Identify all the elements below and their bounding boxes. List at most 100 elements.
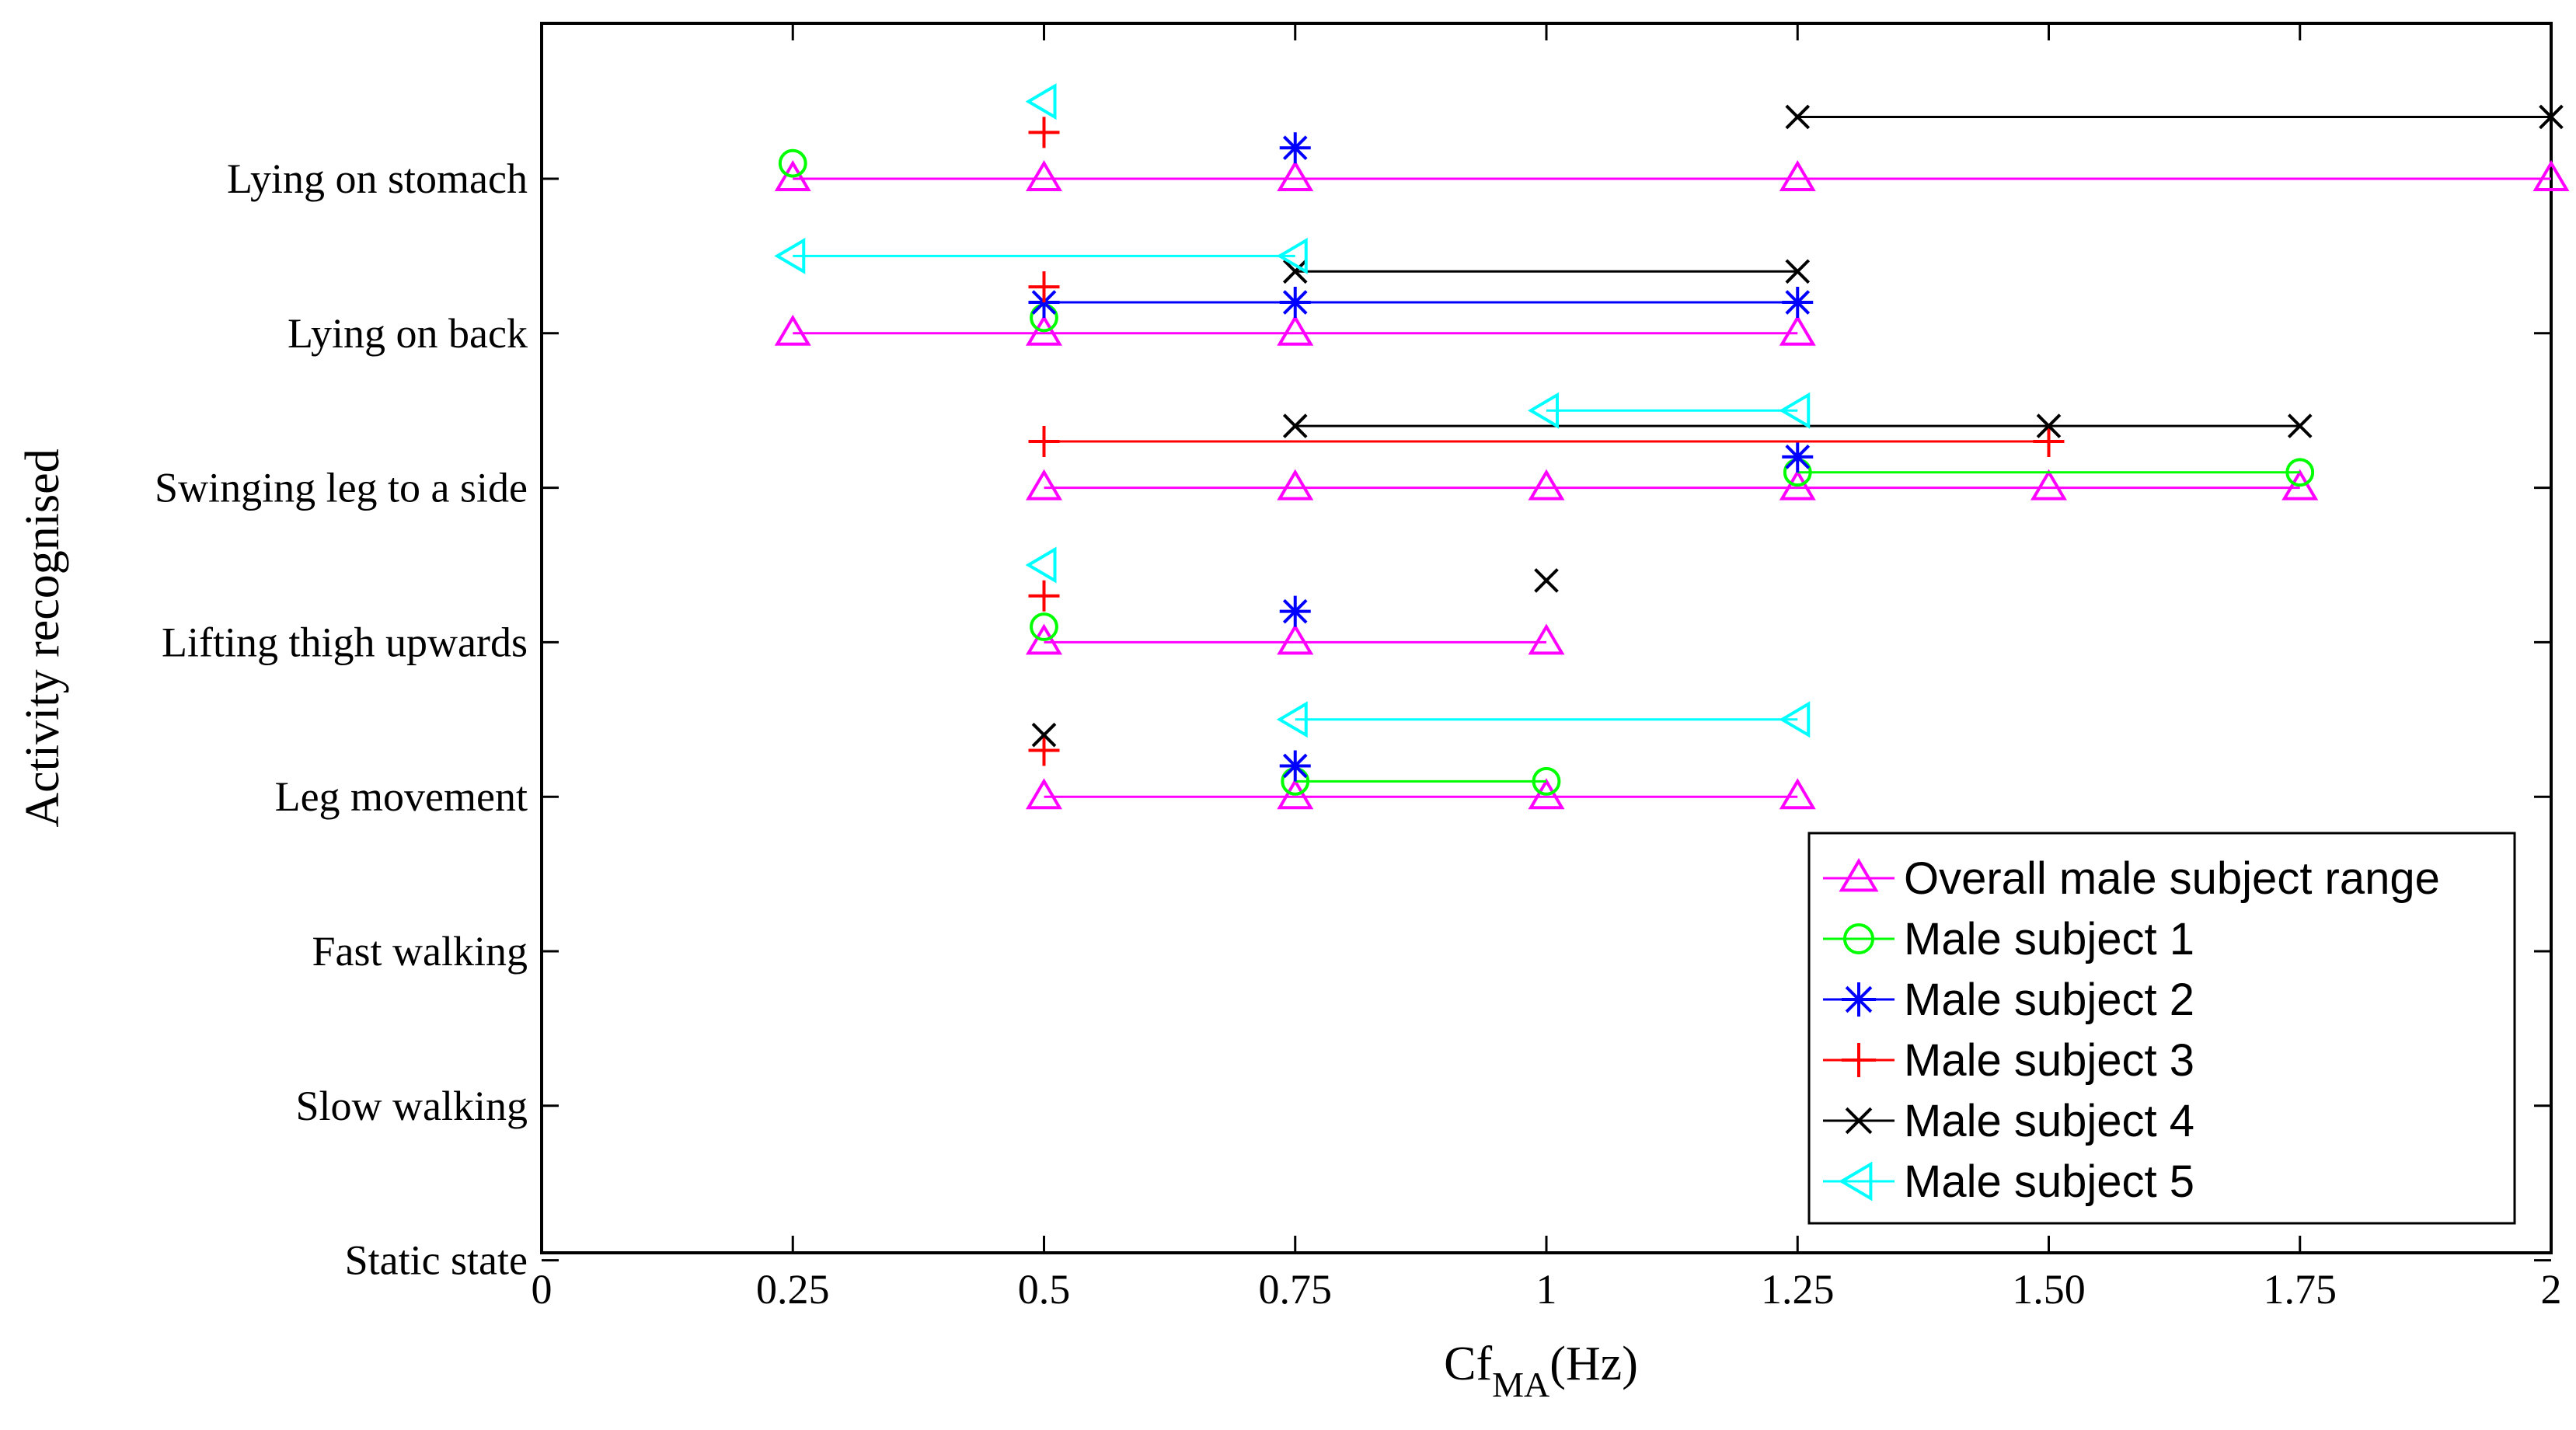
point-male-subject-2-lying-on-back [1782, 287, 1814, 319]
point-overall-male-subject-range-swinging-leg-to-a-side [1779, 469, 1816, 500]
y-tick-label-slow-walking: Slow walking [295, 1083, 528, 1129]
x-tick-label: 2 [2541, 1266, 2562, 1313]
point-overall-male-subject-range-leg-movement [1528, 778, 1565, 810]
y-tick-label-static-state: Static state [345, 1237, 528, 1284]
y-tick-label-lying-on-back: Lying on back [288, 310, 528, 357]
y-tick-label-lying-on-stomach: Lying on stomach [227, 155, 528, 202]
point-male-subject-4-lying-on-back [1282, 259, 1308, 284]
y-tick-label-fast-walking: Fast walking [312, 928, 528, 975]
point-male-subject-1-lifting-thigh-upwards [1030, 612, 1058, 641]
point-male-subject-4-swinging-leg-to-a-side [1282, 413, 1308, 438]
point-male-subject-4-lying-on-stomach [2539, 104, 2564, 130]
point-male-subject-1-swinging-leg-to-a-side [2285, 458, 2315, 487]
legend-marker-male-subject-3 [1842, 1043, 1876, 1077]
x-axis-label-unit: (Hz) [1549, 1338, 1638, 1390]
axis-ticks [540, 23, 2553, 1262]
point-male-subject-5-lying-on-back [774, 237, 806, 274]
x-axis-label: CfMA(Hz) [1444, 1338, 1638, 1404]
x-axis-label-sub: MA [1492, 1365, 1549, 1404]
point-overall-male-subject-range-lying-on-stomach [774, 160, 811, 191]
point-overall-male-subject-range-swinging-leg-to-a-side [2030, 469, 2067, 500]
legend-label: Male subject 2 [1904, 975, 2194, 1025]
point-male-subject-5-leg-movement [1276, 701, 1308, 738]
point-overall-male-subject-range-swinging-leg-to-a-side [1277, 469, 1314, 500]
legend-label: Male subject 4 [1904, 1096, 2194, 1146]
legend-entry-male-subject-2: Male subject 2 [1823, 975, 2194, 1025]
x-tick-label: 1.25 [1761, 1266, 1835, 1313]
point-male-subject-1-leg-movement [1532, 766, 1561, 796]
point-overall-male-subject-range-leg-movement [1026, 778, 1062, 810]
point-overall-male-subject-range-swinging-leg-to-a-side [1528, 469, 1565, 500]
legend-marker-male-subject-2 [1842, 982, 1876, 1017]
point-male-subject-2-swinging-leg-to-a-side [1782, 441, 1814, 473]
point-male-subject-1-lying-on-stomach [778, 148, 807, 178]
series-male-subject-5 [774, 83, 1811, 738]
point-male-subject-2-lifting-thigh-upwards [1279, 595, 1311, 627]
point-male-subject-5-lying-on-back [1276, 237, 1308, 274]
legend-label: Overall male subject range [1904, 853, 2440, 904]
point-overall-male-subject-range-lying-on-back [774, 314, 811, 346]
point-male-subject-4-leg-movement [1031, 722, 1057, 748]
legend-marker-male-subject-5 [1839, 1161, 1873, 1202]
series-layer [774, 83, 2570, 810]
y-tick-label-leg-movement: Leg movement [275, 773, 528, 820]
legend-marker-male-subject-4 [1845, 1107, 1873, 1135]
point-overall-male-subject-range-lying-on-back [1779, 314, 1816, 346]
point-male-subject-3-swinging-leg-to-a-side [2033, 425, 2065, 457]
legend-label: Male subject 1 [1904, 914, 2194, 964]
point-male-subject-5-lying-on-stomach [1025, 83, 1057, 120]
point-male-subject-2-lying-on-stomach [1279, 132, 1311, 164]
x-tick-label: 0.5 [1018, 1266, 1071, 1313]
legend-entry-male-subject-5: Male subject 5 [1823, 1156, 2194, 1207]
legend-marker-overall-male-subject-range [1839, 858, 1879, 892]
series-male-subject-3 [1028, 117, 2065, 766]
series-male-subject-4 [1031, 104, 2564, 748]
y-axis-label: Activity recognised [16, 448, 69, 827]
x-tick-label: 1 [1536, 1266, 1557, 1313]
point-overall-male-subject-range-lying-on-stomach [1026, 160, 1062, 191]
x-tick-label: 0.75 [1259, 1266, 1333, 1313]
y-tick-label-lifting-thigh-upwards: Lifting thigh upwards [162, 619, 528, 665]
legend: Overall male subject range Male subject 1… [1807, 832, 2516, 1225]
point-male-subject-3-leg-movement [1028, 734, 1060, 766]
y-tick-label-swinging-leg-to-a-side: Swinging leg to a side [155, 465, 528, 511]
x-tick-label: 1.75 [2264, 1266, 2337, 1313]
legend-entry-male-subject-1: Male subject 1 [1823, 914, 2194, 964]
point-male-subject-2-lying-on-back [1279, 287, 1311, 319]
x-tick-label: 0 [532, 1266, 552, 1313]
point-male-subject-5-swinging-leg-to-a-side [1528, 392, 1559, 429]
series-overall-male-subject-range [774, 160, 2570, 810]
point-overall-male-subject-range-lying-on-back [1026, 314, 1062, 346]
legend-marker-male-subject-1 [1842, 923, 1875, 955]
point-overall-male-subject-range-lifting-thigh-upwards [1277, 623, 1314, 655]
legend-entry-overall-male-subject-range: Overall male subject range [1823, 853, 2440, 904]
point-overall-male-subject-range-lying-on-stomach [1277, 160, 1314, 191]
point-male-subject-4-lifting-thigh-upwards [1534, 568, 1559, 593]
point-overall-male-subject-range-swinging-leg-to-a-side [1026, 469, 1062, 500]
point-overall-male-subject-range-leg-movement [1779, 778, 1816, 810]
point-overall-male-subject-range-lifting-thigh-upwards [1026, 623, 1062, 655]
x-tick-labels: 0 0.25 0.5 0.75 1 1.25 1.50 1.75 2 [532, 1266, 2562, 1313]
point-male-subject-3-lying-on-stomach [1028, 117, 1060, 148]
point-male-subject-3-lifting-thigh-upwards [1028, 580, 1060, 612]
legend-label: Male subject 5 [1904, 1156, 2194, 1207]
point-male-subject-4-swinging-leg-to-a-side [2036, 413, 2062, 438]
point-male-subject-4-lying-on-back [1785, 259, 1811, 284]
legend-label: Male subject 3 [1904, 1035, 2194, 1086]
legend-entry-male-subject-3: Male subject 3 [1823, 1035, 2194, 1086]
point-male-subject-5-swinging-leg-to-a-side [1779, 392, 1811, 429]
x-tick-label: 0.25 [756, 1266, 830, 1313]
point-overall-male-subject-range-lying-on-stomach [1779, 160, 1816, 191]
point-overall-male-subject-range-lying-on-back [1277, 314, 1314, 346]
point-male-subject-5-leg-movement [1779, 701, 1811, 738]
point-male-subject-4-swinging-leg-to-a-side [2287, 413, 2313, 438]
point-overall-male-subject-range-lying-on-stomach [2532, 160, 2570, 191]
point-overall-male-subject-range-leg-movement [1277, 778, 1314, 810]
point-male-subject-5-lifting-thigh-upwards [1025, 546, 1057, 584]
series-male-subject-1 [778, 148, 2315, 796]
point-overall-male-subject-range-lifting-thigh-upwards [1528, 623, 1565, 655]
point-male-subject-4-lying-on-stomach [1785, 104, 1811, 130]
point-overall-male-subject-range-swinging-leg-to-a-side [2281, 469, 2319, 500]
point-male-subject-3-lying-on-back [1028, 271, 1060, 303]
